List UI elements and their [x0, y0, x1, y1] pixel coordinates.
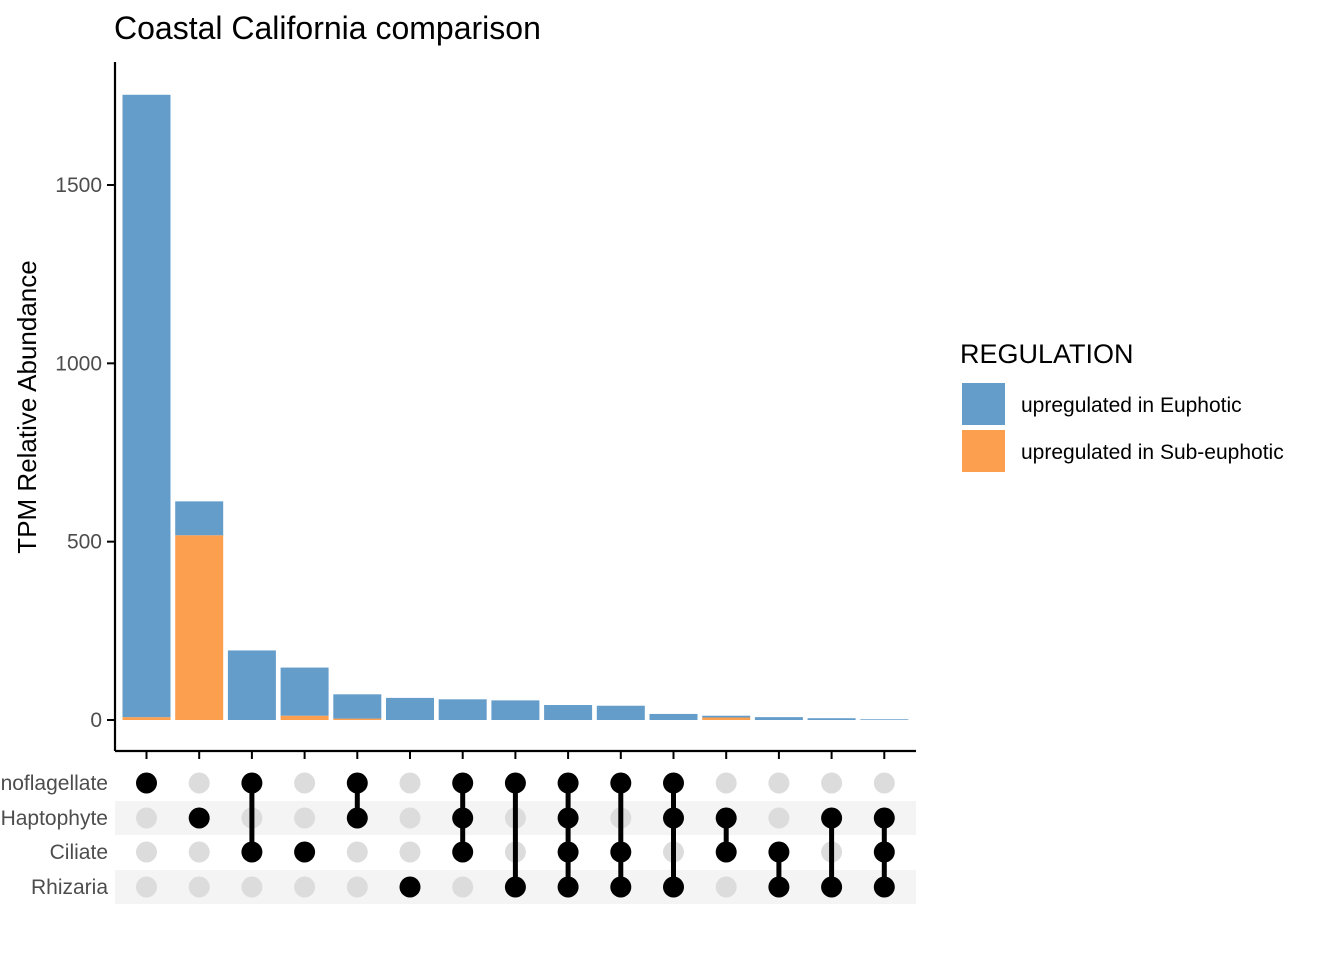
bar-euphotic-2 — [175, 501, 224, 536]
bar-euphotic-12 — [702, 715, 751, 718]
matrix-dot-inactive — [188, 772, 210, 794]
matrix-dot-inactive — [188, 841, 210, 863]
matrix-dot-inactive — [241, 876, 263, 898]
bar-euphotic-13 — [754, 717, 803, 720]
matrix-dot-inactive — [294, 876, 316, 898]
matrix-dot-active — [346, 807, 368, 829]
legend-label-sub-euphotic: upregulated in Sub-euphotic — [1021, 441, 1284, 464]
bar-euphotic-7 — [438, 699, 487, 720]
matrix-dot-inactive — [136, 876, 157, 898]
bar-sub-euphotic-4 — [280, 715, 329, 720]
matrix-dot-inactive — [399, 807, 421, 829]
bar-sub-euphotic-1 — [122, 717, 171, 720]
matrix-dot-active — [136, 772, 157, 794]
matrix-dot-active — [557, 772, 579, 794]
matrix-dot-inactive — [873, 772, 895, 794]
bar-euphotic-10 — [596, 705, 645, 720]
set-label-haptophyte: Haptophyte — [1, 807, 108, 830]
chart-title: Coastal California comparison — [114, 10, 541, 46]
legend-label-euphotic: upregulated in Euphotic — [1021, 394, 1242, 417]
bar-euphotic-14 — [807, 718, 856, 720]
matrix-dot-inactive — [715, 772, 737, 794]
matrix-dot-active — [557, 876, 579, 898]
matrix-dot-active — [294, 841, 316, 863]
bar-euphotic-5 — [333, 694, 382, 719]
bar-euphotic-11 — [649, 713, 698, 720]
matrix-dot-active — [873, 841, 895, 863]
bar-euphotic-6 — [386, 697, 434, 720]
matrix-dot-active — [873, 807, 895, 829]
legend-title: REGULATION — [960, 339, 1134, 369]
matrix-dot-inactive — [136, 841, 157, 863]
matrix-dot-inactive — [188, 876, 210, 898]
matrix-dot-active — [610, 841, 632, 863]
matrix-dot-inactive — [399, 841, 421, 863]
bar-sub-euphotic-5 — [333, 718, 382, 720]
set-label-rhizaria: Rhizaria — [31, 876, 108, 899]
matrix-dot-active — [821, 807, 843, 829]
matrix-dot-active — [768, 876, 790, 898]
matrix-dot-active — [452, 807, 474, 829]
matrix-dot-inactive — [346, 841, 368, 863]
matrix-dot-inactive — [821, 772, 843, 794]
bar-sub-euphotic-2 — [175, 535, 224, 720]
bar-euphotic-8 — [491, 700, 540, 720]
matrix-dot-inactive — [452, 876, 474, 898]
matrix-dot-active — [663, 772, 684, 794]
matrix-dot-active — [610, 876, 632, 898]
bar-sub-euphotic-12 — [702, 717, 751, 720]
y-axis-label: TPM Relative Abundance — [12, 260, 42, 553]
matrix-dot-active — [873, 876, 895, 898]
y-tick-label: 1500 — [55, 174, 102, 197]
matrix-dot-inactive — [294, 772, 316, 794]
matrix-dot-active — [346, 772, 368, 794]
matrix-dot-inactive — [399, 772, 421, 794]
matrix-dot-active — [399, 876, 421, 898]
set-label-dinoflagellate: Dinoflagellate — [0, 772, 108, 795]
matrix-dot-active — [241, 772, 263, 794]
matrix-dot-active — [188, 807, 210, 829]
set-label-ciliate: Ciliate — [50, 841, 108, 864]
set-labels: Dinoflagellate Haptophyte Ciliate Rhizaria — [0, 772, 108, 899]
bar-euphotic-1 — [122, 94, 171, 718]
y-axis: 0 500 1000 1500 — [55, 62, 117, 751]
y-tick-label: 0 — [90, 709, 102, 732]
legend-swatch-euphotic — [962, 383, 1005, 425]
matrix-dot-active — [557, 807, 579, 829]
matrix-dot-inactive — [768, 807, 790, 829]
legend-swatch-sub-euphotic — [962, 430, 1005, 472]
legend: REGULATION upregulated in Euphotic upreg… — [960, 339, 1284, 472]
matrix-dot-active — [504, 876, 526, 898]
matrix-dot-inactive — [294, 807, 316, 829]
matrix-dot-active — [452, 772, 474, 794]
matrix-dot-active — [241, 841, 263, 863]
bars-layer — [122, 94, 909, 720]
matrix-dot-inactive — [715, 876, 737, 898]
matrix-dot-active — [610, 772, 632, 794]
matrix-dot-inactive — [768, 772, 790, 794]
bar-euphotic-3 — [227, 650, 276, 720]
matrix-dot-inactive — [346, 876, 368, 898]
matrix-dot-active — [557, 841, 579, 863]
matrix-dot-active — [452, 841, 474, 863]
matrix-dot-active — [715, 841, 737, 863]
bar-euphotic-9 — [544, 705, 593, 720]
matrix-dot-active — [768, 841, 790, 863]
matrix-dot-active — [715, 807, 737, 829]
matrix-dot-active — [663, 807, 684, 829]
x-axis — [115, 749, 916, 759]
bar-euphotic-15 — [860, 719, 909, 720]
matrix-dot-active — [821, 876, 843, 898]
y-tick-label: 1000 — [55, 352, 102, 375]
intersection-matrix — [136, 772, 895, 898]
y-tick-label: 500 — [67, 531, 102, 554]
matrix-dot-active — [663, 876, 684, 898]
matrix-dot-active — [504, 772, 526, 794]
bar-euphotic-4 — [280, 667, 329, 716]
matrix-dot-inactive — [136, 807, 157, 829]
